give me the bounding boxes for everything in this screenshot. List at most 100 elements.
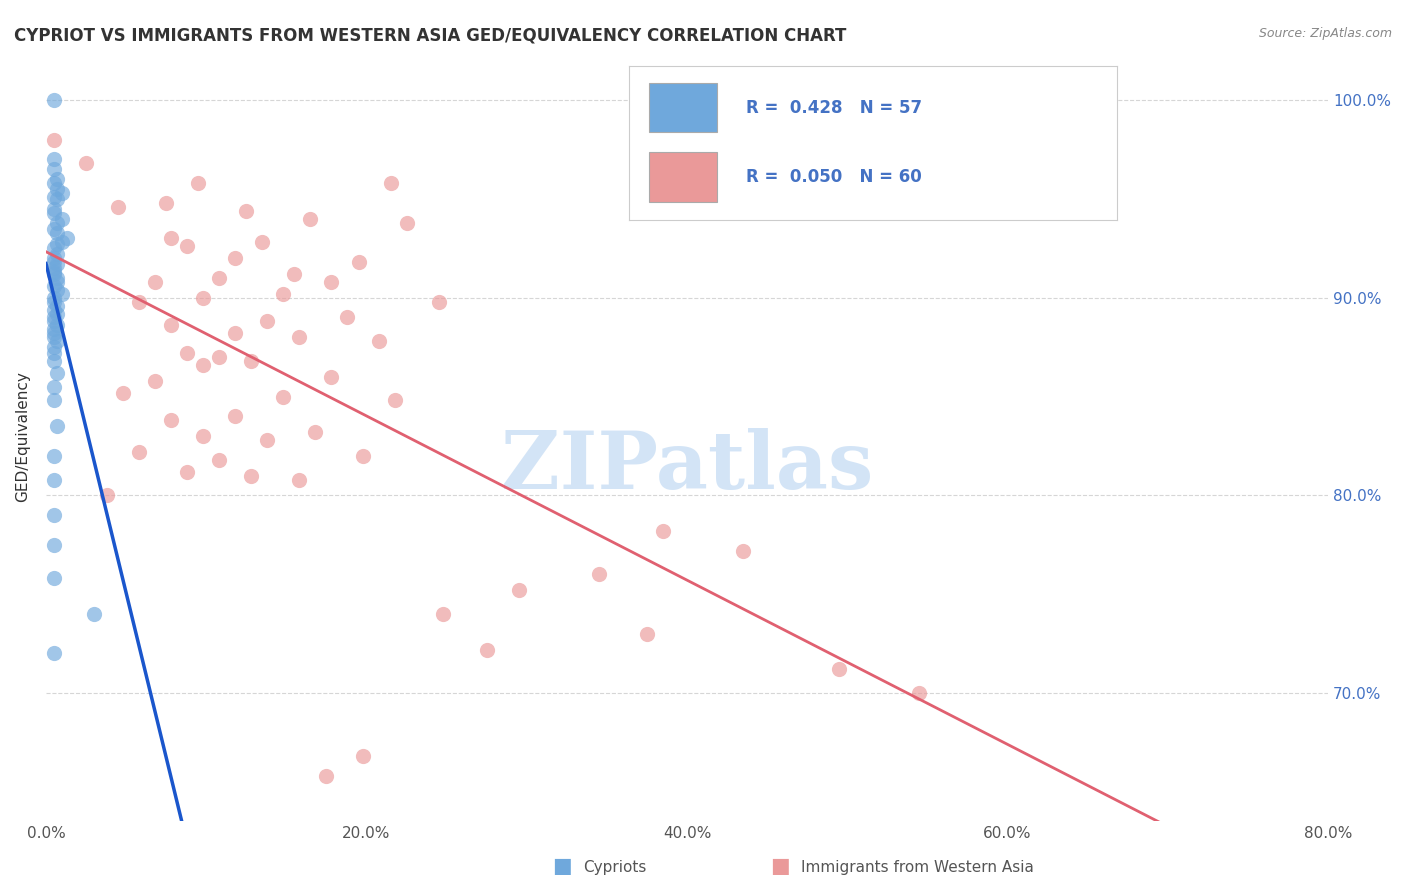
Point	[42, 190, 65, 204]
Point	[160, 413, 183, 427]
Point	[51, 211, 73, 226]
Point	[347, 255, 370, 269]
Point	[42, 221, 65, 235]
Point	[42, 322, 65, 336]
Point	[636, 626, 658, 640]
Point	[191, 291, 214, 305]
Point	[75, 156, 97, 170]
Point	[42, 93, 65, 107]
Point	[42, 330, 65, 344]
Point	[143, 275, 166, 289]
Point	[155, 195, 177, 210]
Point	[42, 354, 65, 368]
Point	[46, 172, 69, 186]
Point	[176, 465, 198, 479]
Point	[128, 294, 150, 309]
Point	[224, 326, 246, 341]
Point	[42, 241, 65, 255]
Point	[384, 393, 406, 408]
Point	[235, 203, 257, 218]
Point	[56, 231, 79, 245]
Point	[46, 247, 69, 261]
Point	[380, 176, 402, 190]
Point	[42, 379, 65, 393]
Point	[187, 176, 209, 190]
Point	[42, 571, 65, 585]
Point	[46, 419, 69, 434]
Point	[271, 286, 294, 301]
Point	[321, 275, 343, 289]
Point	[42, 255, 65, 269]
Point	[271, 390, 294, 404]
Point	[508, 583, 530, 598]
Point	[83, 607, 105, 621]
Text: ■: ■	[553, 856, 572, 876]
Point	[42, 647, 65, 661]
Point	[42, 202, 65, 216]
Point	[224, 409, 246, 424]
Point	[395, 216, 418, 230]
Point	[42, 205, 65, 219]
Point	[46, 318, 69, 333]
Point	[46, 237, 69, 252]
Point	[652, 524, 675, 538]
Point	[252, 235, 274, 250]
Point	[42, 265, 65, 279]
Point	[42, 393, 65, 408]
Point	[42, 508, 65, 522]
Point	[288, 473, 311, 487]
Point	[828, 662, 851, 676]
Point	[51, 235, 73, 250]
Point	[143, 374, 166, 388]
Point	[46, 306, 69, 320]
Point	[46, 334, 69, 349]
Point	[46, 182, 69, 196]
Point	[733, 543, 755, 558]
Point	[208, 271, 231, 285]
Point	[432, 607, 454, 621]
Point	[160, 231, 183, 245]
Point	[42, 261, 65, 276]
Point	[352, 449, 374, 463]
Point	[42, 302, 65, 317]
Point	[42, 291, 65, 305]
Point	[46, 226, 69, 240]
Point	[336, 310, 359, 325]
Point	[46, 299, 69, 313]
Point	[42, 346, 65, 360]
Point	[191, 358, 214, 372]
Point	[111, 385, 134, 400]
Point	[42, 340, 65, 354]
Point	[288, 330, 311, 344]
Point	[208, 452, 231, 467]
Point	[588, 567, 610, 582]
Point	[208, 350, 231, 364]
Text: Immigrants from Western Asia: Immigrants from Western Asia	[801, 861, 1035, 875]
Point	[256, 433, 278, 447]
Point	[46, 271, 69, 285]
Point	[224, 251, 246, 265]
Point	[42, 294, 65, 309]
Point	[427, 294, 450, 309]
Point	[42, 314, 65, 328]
Text: Cypriots: Cypriots	[583, 861, 647, 875]
Point	[128, 445, 150, 459]
Point	[283, 267, 305, 281]
Point	[42, 162, 65, 177]
Point	[42, 449, 65, 463]
Point	[475, 642, 498, 657]
Point	[176, 239, 198, 253]
Point	[321, 369, 343, 384]
Point	[240, 468, 263, 483]
Point	[908, 686, 931, 700]
Y-axis label: GED/Equivalency: GED/Equivalency	[15, 371, 30, 501]
Point	[51, 186, 73, 200]
Point	[240, 354, 263, 368]
Point	[46, 216, 69, 230]
Point	[42, 326, 65, 341]
Point	[176, 346, 198, 360]
Point	[42, 473, 65, 487]
Text: ZIPatlas: ZIPatlas	[501, 428, 873, 506]
Point	[46, 192, 69, 206]
Point	[368, 334, 391, 349]
